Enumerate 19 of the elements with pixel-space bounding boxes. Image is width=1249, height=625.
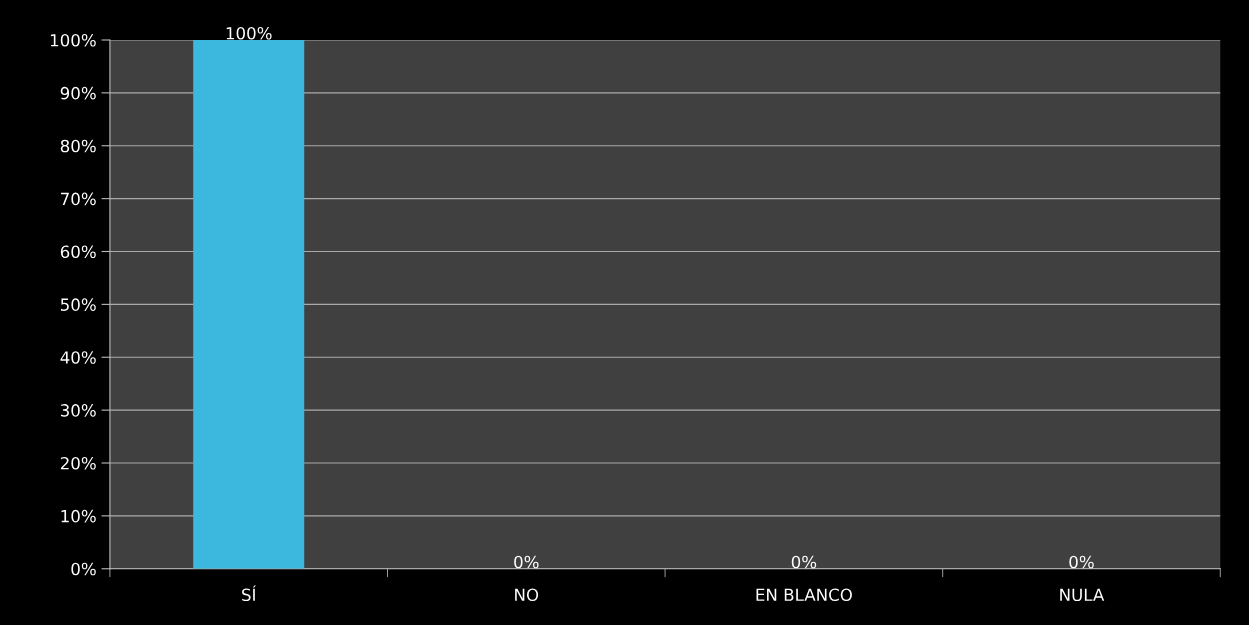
x-tick-label: NULA	[1060, 588, 1105, 602]
x-tick-label: SÍ	[242, 585, 256, 602]
y-tick-label: 90%	[60, 86, 96, 100]
x-tick-label: EN BLANCO	[756, 588, 852, 602]
y-tick-label: 100%	[50, 33, 96, 47]
y-tick-label: 10%	[61, 509, 96, 523]
x-tick-label: NO	[515, 588, 539, 602]
data-label: 0%	[791, 555, 817, 569]
y-tick-label: 80%	[60, 139, 96, 153]
data-label: 0%	[514, 555, 539, 569]
y-tick-label: 50%	[60, 298, 96, 311]
y-tick-label: 30%	[60, 404, 96, 417]
y-tick-label: 60%	[60, 245, 96, 259]
data-label: 0%	[1069, 555, 1094, 569]
data-label: 100%	[226, 26, 272, 40]
y-tick-label: 0%	[71, 562, 96, 576]
y-tick-label: 20%	[60, 456, 96, 470]
y-tick-label: 70%	[61, 192, 96, 206]
y-tick-label: 40%	[60, 351, 96, 364]
